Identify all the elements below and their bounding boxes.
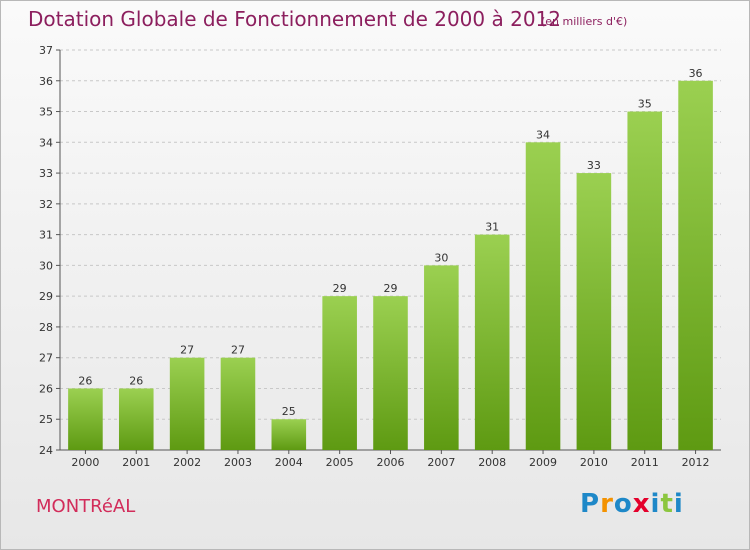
data-label-2008: 31 [485, 221, 499, 234]
logo-letter: o [613, 489, 633, 519]
commune-name: MONTRéAL [36, 496, 136, 517]
data-label-2006: 29 [384, 282, 398, 295]
y-tick-label: 28 [39, 321, 53, 334]
y-tick-label: 33 [39, 167, 53, 180]
bar-2011 [627, 111, 663, 451]
logo-letter: x [632, 489, 651, 519]
data-label-2011: 35 [638, 98, 652, 111]
y-tick-label: 34 [39, 136, 53, 149]
y-tick-label: 29 [39, 290, 53, 303]
y-tick-label: 35 [39, 106, 53, 119]
chart-subtitle: (en milliers d'€) [541, 15, 628, 28]
x-tick-label-2004: 2004 [275, 456, 303, 469]
logo-letter: i [650, 489, 661, 519]
y-tick-label: 26 [39, 382, 53, 395]
x-tick-label-2003: 2003 [224, 456, 252, 469]
data-label-2002: 27 [180, 344, 194, 357]
y-tick-labels: 24 25 26 27 28 29 30 31 32 33 34 35 36 37 [39, 44, 53, 457]
x-tick-label-2008: 2008 [478, 456, 506, 469]
data-label-2010: 33 [587, 159, 601, 172]
data-label-2012: 36 [689, 67, 703, 80]
bar-2010 [576, 173, 612, 451]
y-tick-label: 30 [39, 259, 53, 272]
x-tick-label-2012: 2012 [682, 456, 710, 469]
chart-title: Dotation Globale de Fonctionnement de 20… [28, 7, 561, 31]
x-tick-label-2009: 2009 [529, 456, 557, 469]
x-tick-label-2007: 2007 [427, 456, 455, 469]
y-tick-label: 24 [39, 444, 53, 457]
y-tick-label: 31 [39, 229, 53, 242]
y-tick-label: 25 [39, 413, 53, 426]
data-labels: 26 26 27 27 25 29 29 30 31 34 33 35 36 [78, 67, 702, 418]
bar-2007 [424, 265, 459, 450]
proxiti-logo[interactable]: Proxiti [580, 489, 684, 519]
x-tick-label-2002: 2002 [173, 456, 201, 469]
bar-2009 [525, 142, 561, 451]
data-label-2004: 25 [282, 405, 296, 418]
bar-2000 [68, 388, 103, 450]
data-label-2003: 27 [231, 344, 245, 357]
bar-2004 [271, 419, 307, 450]
y-tick-label: 32 [39, 198, 53, 211]
bar-2008 [474, 234, 510, 450]
x-tick-label-2011: 2011 [631, 456, 659, 469]
x-tick-label-2010: 2010 [580, 456, 608, 469]
y-tick-label: 36 [39, 75, 53, 88]
x-tick-label-2006: 2006 [377, 456, 405, 469]
x-tick-label-2001: 2001 [122, 456, 150, 469]
bar-2005 [322, 296, 357, 450]
logo-letter: P [580, 489, 601, 519]
bar-2006 [373, 296, 408, 450]
y-tick-label: 37 [39, 44, 53, 57]
logo-letter: i [673, 489, 684, 519]
data-label-2000: 26 [78, 374, 92, 387]
data-label-2001: 26 [129, 374, 143, 387]
x-tick-label-2000: 2000 [71, 456, 99, 469]
bar-2002 [169, 357, 205, 450]
bar-2012 [678, 80, 713, 451]
bar-2003 [220, 357, 256, 450]
x-tick-labels: 2000 2001 2002 2003 2004 2005 2006 2007 2008 2009… [71, 456, 709, 469]
data-label-2005: 29 [333, 282, 347, 295]
bar-2001 [118, 388, 154, 450]
y-tick-label: 27 [39, 352, 53, 365]
x-tick-label-2005: 2005 [326, 456, 354, 469]
bars [68, 80, 713, 451]
logo-letter: r [600, 489, 614, 519]
data-label-2007: 30 [434, 251, 448, 264]
logo-letter: t [660, 489, 674, 519]
data-label-2009: 34 [536, 128, 550, 141]
